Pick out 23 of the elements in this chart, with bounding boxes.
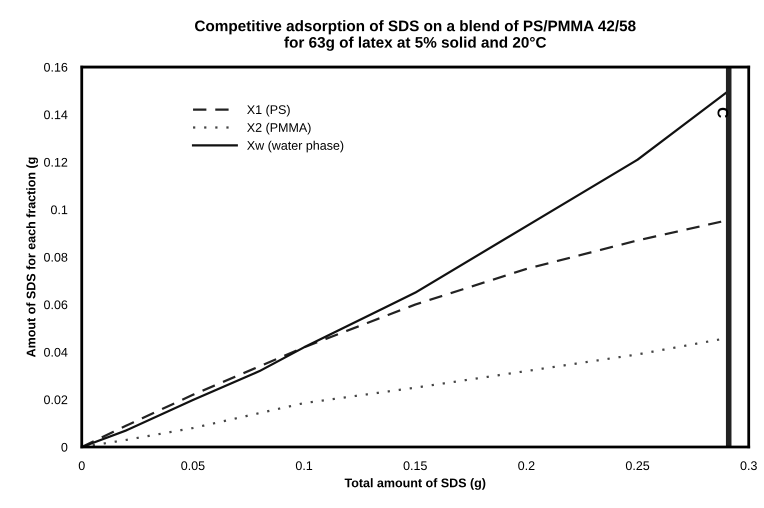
x-tick-label: 0.15 <box>404 461 427 470</box>
legend-label: X1 (PS) <box>247 104 290 117</box>
y-tick-label: 0.02 <box>44 395 68 404</box>
y-tick-label: 0.1 <box>50 205 68 214</box>
y-tick-label: 0.06 <box>44 300 68 310</box>
x-tick-label: 0.2 <box>518 461 534 470</box>
y-tick-label: 0.04 <box>44 348 68 357</box>
y-tick-label: 0.12 <box>44 158 68 167</box>
x-tick-label: 0 <box>78 461 85 470</box>
x-axis-title: Total amount of SDS (g) <box>344 478 486 490</box>
y-tick-label: 0.16 <box>44 62 68 72</box>
chart-title: Competitive adsorption of SDS on a blend of PS/PMMA 42/58 for 63g of latex at 5% solid and 20°C <box>195 20 636 51</box>
ref-line-label: C <box>717 108 728 118</box>
legend-label: X2 (PMMA) <box>247 122 311 134</box>
x-tick-label: 0.05 <box>181 461 205 470</box>
x-tick-label: 0.3 <box>740 461 757 470</box>
y-tick-label: 0.08 <box>44 252 68 262</box>
y-tick-label: 0 <box>61 442 68 452</box>
x-tick-label: 0.1 <box>296 461 312 470</box>
y-axis-title: Amout of SDS for each fraction (g <box>26 158 38 358</box>
x-tick-label: 0.25 <box>626 461 650 470</box>
legend-label: Xw (water phase) <box>247 140 344 152</box>
y-tick-label: 0.14 <box>44 110 68 120</box>
